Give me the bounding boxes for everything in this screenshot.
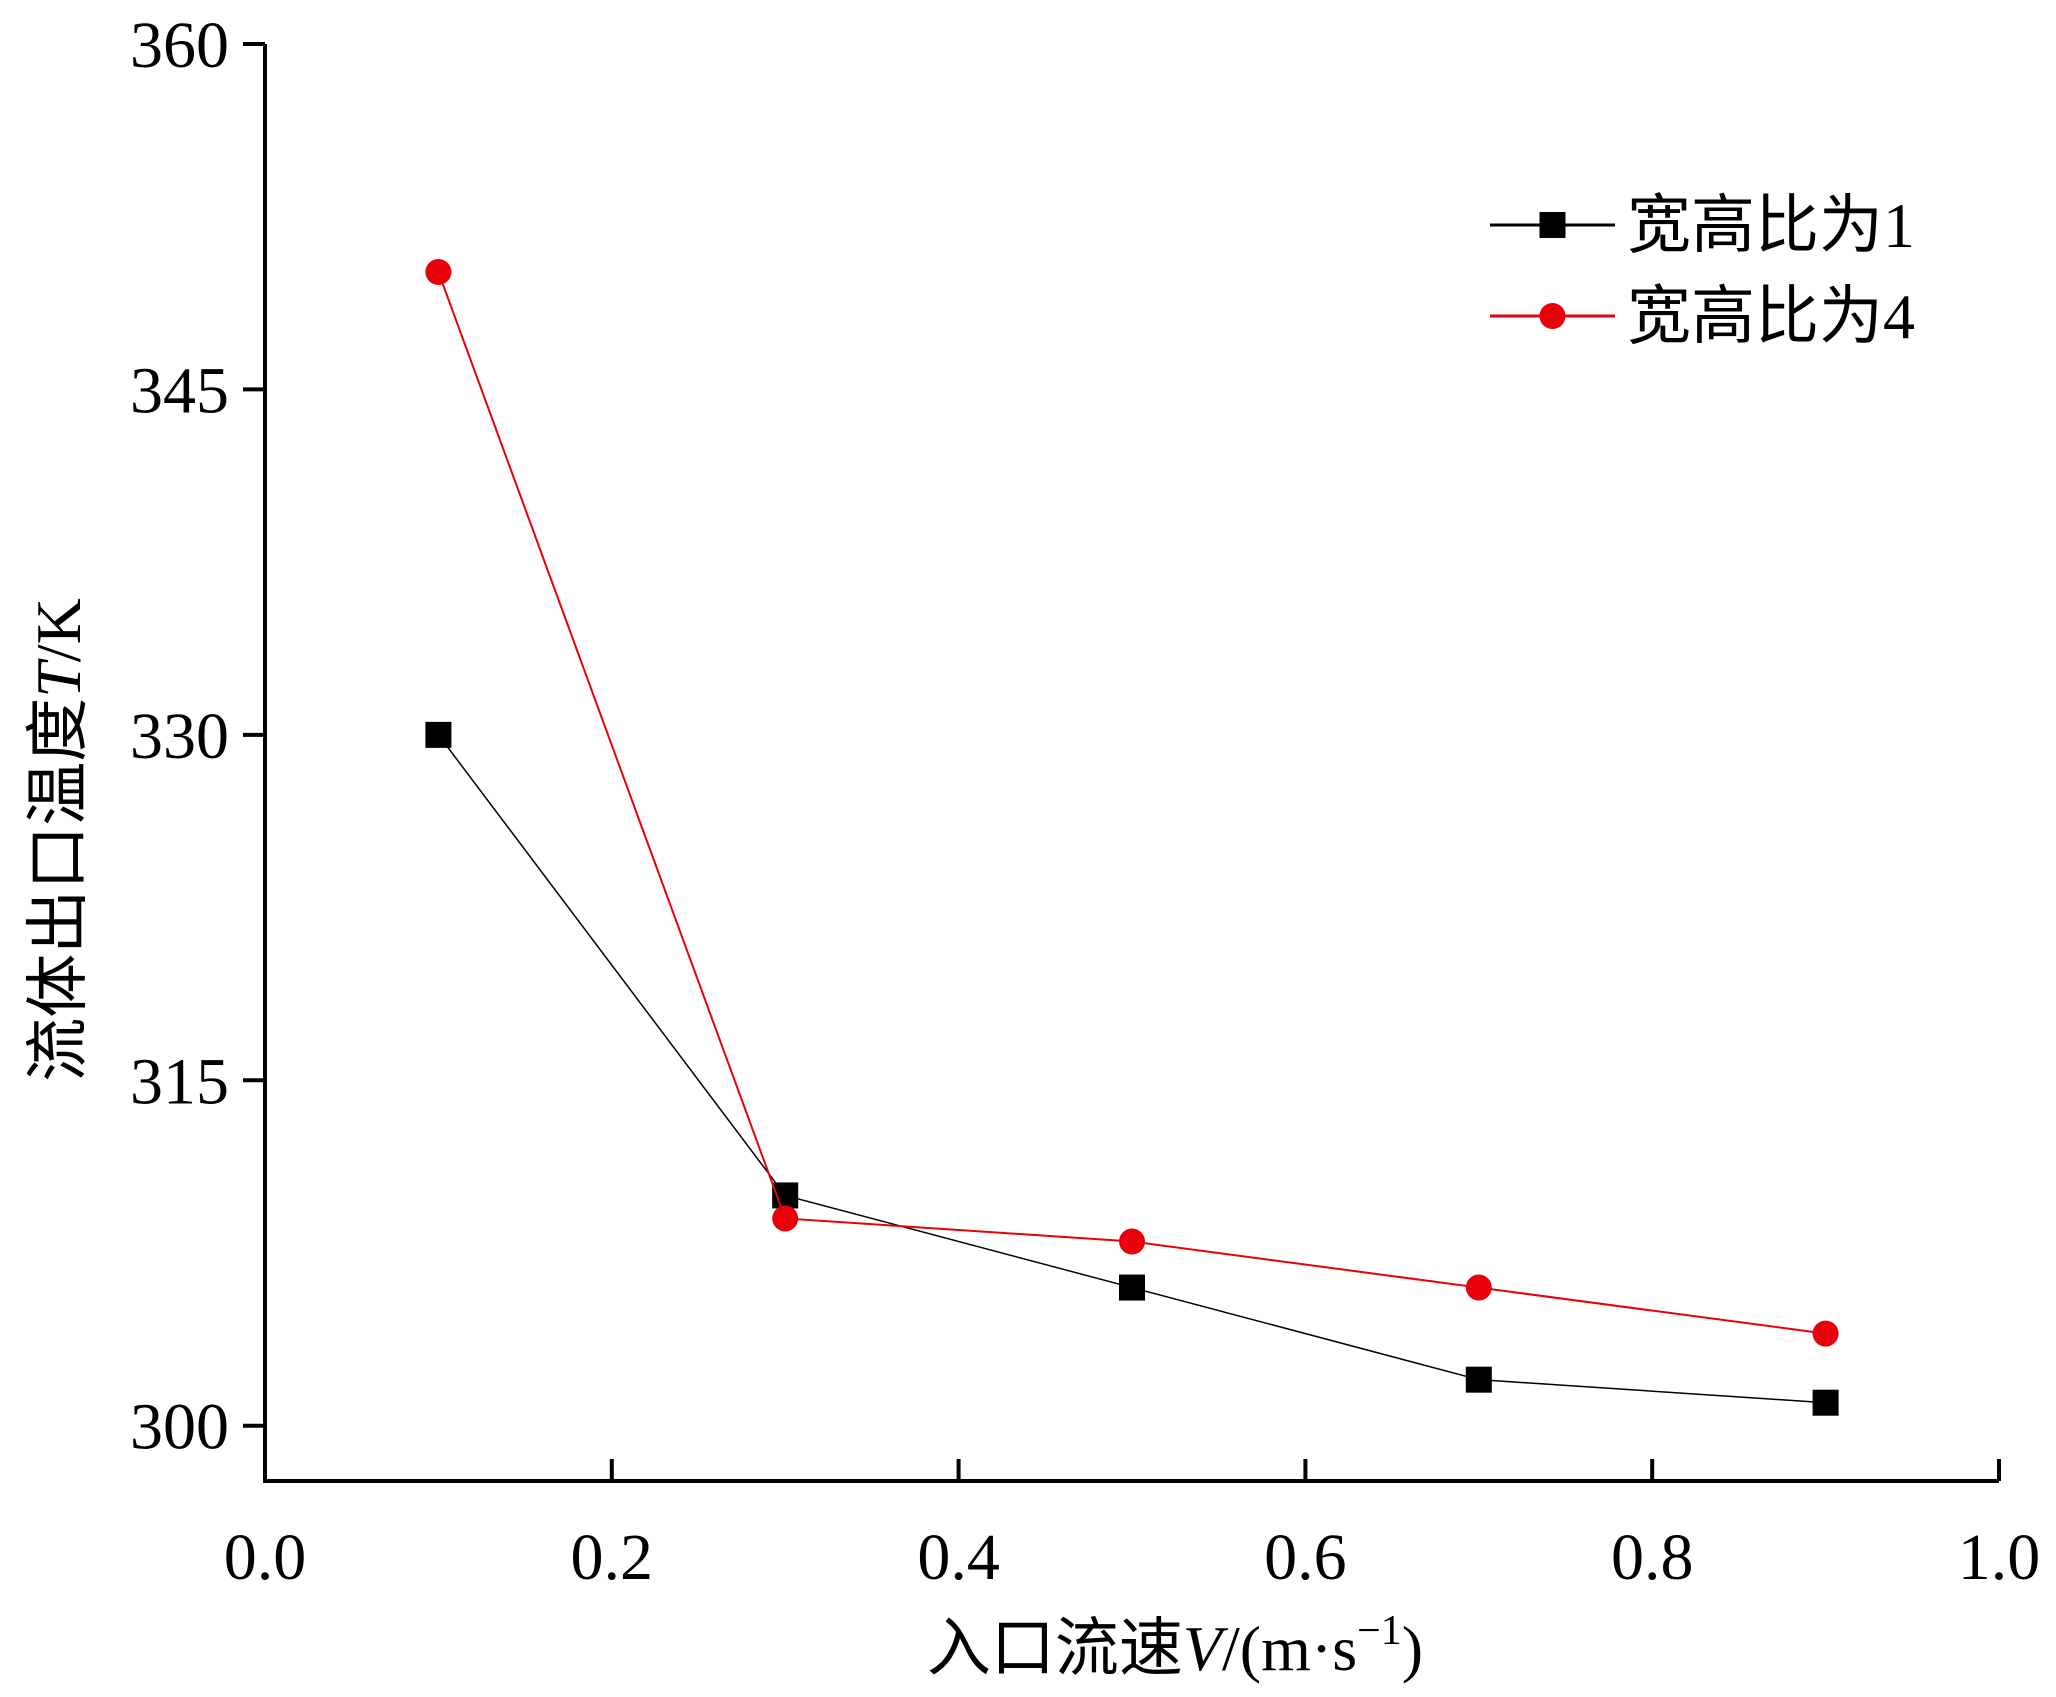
series-1-point — [1465, 1366, 1492, 1393]
x-axis-title-close: ) — [1402, 1613, 1423, 1684]
legend-label: 宽高比为4 — [1627, 281, 1915, 352]
x-axis-title-unit: /(m·s — [1222, 1613, 1357, 1684]
y-axis-title-symbol: T — [23, 658, 94, 698]
series-2-point — [772, 1205, 799, 1232]
x-tick-label: 0.0 — [224, 1521, 307, 1594]
series-1 — [425, 721, 1839, 1416]
y-axis-title-unit: /K — [23, 598, 94, 662]
series-1-line — [437, 734, 1826, 1404]
x-axis-title-symbol: V — [1183, 1613, 1229, 1684]
y-axis-title: 流体出口温度T/K — [23, 598, 94, 1082]
x-axis-title: 入口流速V/(m·s−1) — [927, 1608, 1423, 1684]
legend-marker-circle — [1539, 303, 1566, 329]
legend: 宽高比为1 宽高比为4 — [1490, 190, 1915, 352]
x-tick-label: 0.6 — [1264, 1521, 1347, 1594]
series-1-point — [425, 721, 452, 748]
legend-marker-square — [1539, 212, 1566, 238]
legend-label: 宽高比为1 — [1627, 190, 1915, 261]
legend-item-1: 宽高比为1 — [1490, 190, 1915, 261]
x-tick-label: 0.2 — [571, 1521, 654, 1594]
series-2 — [425, 258, 1839, 1347]
series-2-point — [1812, 1320, 1839, 1347]
y-tick-label: 300 — [130, 1391, 229, 1464]
y-tick-label: 345 — [130, 354, 229, 427]
series-layer — [425, 258, 1839, 1416]
x-tick-label: 0.8 — [1611, 1521, 1694, 1594]
axes: 0.0 0.2 0.4 0.6 0.8 1.0 300 315 330 345 360 — [130, 9, 2040, 1594]
series-2-point — [425, 258, 452, 285]
x-axis-title-exponent: −1 — [1357, 1608, 1402, 1654]
y-tick-label: 330 — [130, 700, 229, 773]
x-tick-label: 1.0 — [1958, 1521, 2041, 1594]
legend-item-2: 宽高比为4 — [1490, 281, 1915, 352]
series-1-point — [1812, 1389, 1839, 1416]
series-2-line — [437, 271, 1826, 1335]
series-1-point — [1119, 1274, 1145, 1301]
x-axis-title-prefix: 入口流速 — [927, 1613, 1183, 1684]
series-2-point — [1119, 1228, 1145, 1255]
y-axis-title-prefix: 流体出口温度 — [23, 698, 94, 1082]
series-2-point — [1465, 1274, 1492, 1301]
x-tick-label: 0.4 — [917, 1521, 1000, 1594]
y-tick-label: 360 — [130, 9, 229, 82]
y-tick-label: 315 — [130, 1045, 229, 1118]
